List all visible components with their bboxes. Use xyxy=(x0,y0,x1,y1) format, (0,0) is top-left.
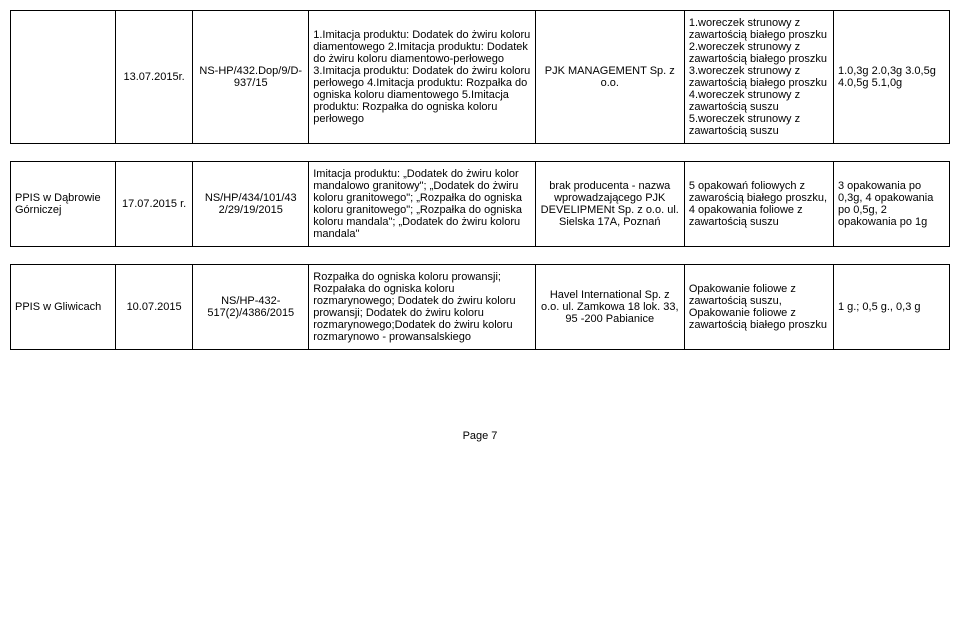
cell-manufacturer: brak producenta - nazwa wprowadzającego … xyxy=(535,162,684,247)
cell-description: Rozpałka do ogniska koloru prowansji; Ro… xyxy=(309,265,535,350)
cell-organization: PPIS w Gliwicach xyxy=(11,265,116,350)
cell-quantity: 1 g.; 0,5 g., 0,3 g xyxy=(833,265,949,350)
data-table: 13.07.2015r.NS-HP/432.Dop/9/D-937/151.Im… xyxy=(10,10,950,350)
cell-reference: NS/HP/434/101/43 2/29/19/2015 xyxy=(193,162,309,247)
cell-packaging: Opakowanie foliowe z zawartością suszu, … xyxy=(684,265,833,350)
spacer-cell xyxy=(11,247,950,265)
page-footer: Page 7 xyxy=(10,430,950,442)
table-row: PPIS w Gliwicach10.07.2015NS/HP-432-517(… xyxy=(11,265,950,350)
cell-description: Imitacja produktu: „Dodatek do żwiru kol… xyxy=(309,162,535,247)
table-row: 13.07.2015r.NS-HP/432.Dop/9/D-937/151.Im… xyxy=(11,11,950,144)
cell-quantity: 1.0,3g 2.0,3g 3.0,5g 4.0,5g 5.1,0g xyxy=(833,11,949,144)
cell-organization: PPIS w Dąbrowie Górniczej xyxy=(11,162,116,247)
row-spacer xyxy=(11,247,950,265)
cell-manufacturer: Havel International Sp. z o.o. ul. Zamko… xyxy=(535,265,684,350)
cell-reference: NS-HP/432.Dop/9/D-937/15 xyxy=(193,11,309,144)
cell-date: 17.07.2015 r. xyxy=(115,162,192,247)
cell-reference: NS/HP-432-517(2)/4386/2015 xyxy=(193,265,309,350)
cell-manufacturer: PJK MANAGEMENT Sp. z o.o. xyxy=(535,11,684,144)
cell-quantity: 3 opakowania po 0,3g, 4 opakowania po 0,… xyxy=(833,162,949,247)
spacer-cell xyxy=(11,144,950,162)
row-spacer xyxy=(11,144,950,162)
cell-date: 13.07.2015r. xyxy=(115,11,192,144)
cell-organization xyxy=(11,11,116,144)
cell-packaging: 1.woreczek strunowy z zawartością białeg… xyxy=(684,11,833,144)
cell-date: 10.07.2015 xyxy=(115,265,192,350)
cell-packaging: 5 opakowań foliowych z zawarością białeg… xyxy=(684,162,833,247)
cell-description: 1.Imitacja produktu: Dodatek do żwiru ko… xyxy=(309,11,535,144)
table-row: PPIS w Dąbrowie Górniczej17.07.2015 r.NS… xyxy=(11,162,950,247)
